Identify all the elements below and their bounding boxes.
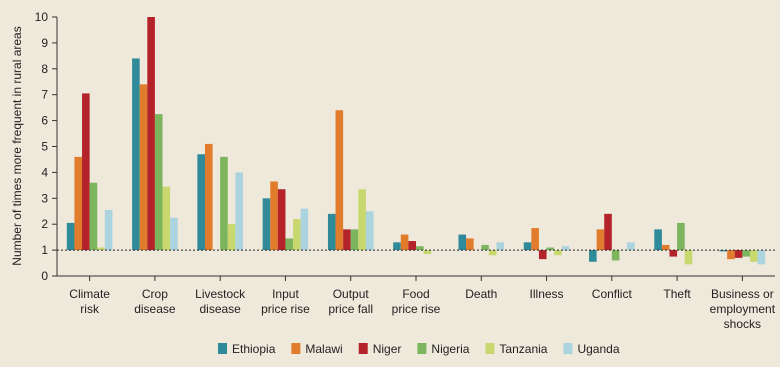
bar xyxy=(416,246,424,251)
bar xyxy=(393,242,401,251)
legend-label: Tanzania xyxy=(499,342,547,356)
bar xyxy=(742,250,750,257)
y-tick-label: 2 xyxy=(41,217,48,231)
bar xyxy=(627,242,635,251)
bar xyxy=(481,244,489,251)
bar xyxy=(293,219,301,251)
x-tick-label: Output price fall xyxy=(328,287,373,316)
bar xyxy=(561,246,570,251)
bar xyxy=(749,250,758,262)
bar xyxy=(97,247,105,251)
bar xyxy=(677,222,685,251)
y-tick-label: 6 xyxy=(41,114,48,128)
y-tick-label: 10 xyxy=(35,10,49,24)
bar xyxy=(343,229,351,251)
y-axis-label: Number of times more frequent in rural a… xyxy=(10,26,24,265)
bar xyxy=(554,250,562,256)
legend-swatch xyxy=(218,343,227,354)
bar xyxy=(220,156,228,251)
bar xyxy=(162,186,171,251)
bar xyxy=(170,217,178,251)
x-tick-label: Conflict xyxy=(592,287,633,301)
bar xyxy=(684,250,693,265)
legend-label: Uganda xyxy=(577,342,619,356)
legend-label: Malawi xyxy=(305,342,342,356)
bar xyxy=(531,228,539,251)
bar xyxy=(365,211,374,251)
bar xyxy=(523,242,532,251)
x-tick-label: Illness xyxy=(530,287,564,301)
bar xyxy=(262,198,271,251)
bar xyxy=(104,209,113,251)
legend-swatch xyxy=(485,343,495,354)
bar xyxy=(654,229,662,251)
legend-swatch xyxy=(417,343,427,354)
legend-swatch xyxy=(358,343,368,354)
bar xyxy=(235,172,243,251)
x-tick-label: Climate risk xyxy=(69,287,110,316)
bar xyxy=(66,222,75,251)
bar xyxy=(669,250,678,257)
bar xyxy=(496,242,505,251)
x-tick-label: Input price rise xyxy=(261,287,310,316)
y-tick-label: 4 xyxy=(41,165,48,179)
x-tick-label: Livestock disease xyxy=(195,287,246,316)
bar xyxy=(227,224,236,251)
bar xyxy=(350,229,359,251)
legend-swatch xyxy=(291,343,301,354)
y-tick-label: 5 xyxy=(41,140,48,154)
bar xyxy=(719,250,728,252)
bar xyxy=(488,250,497,256)
bar xyxy=(270,181,278,251)
bar xyxy=(661,244,670,251)
legend-label: Nigeria xyxy=(431,342,469,356)
bar xyxy=(204,143,213,251)
bar xyxy=(611,250,620,261)
bar xyxy=(300,208,309,251)
y-tick-label: 3 xyxy=(41,191,48,205)
bar xyxy=(147,17,155,251)
legend-swatch xyxy=(563,343,573,354)
bar xyxy=(423,250,432,254)
bar xyxy=(734,250,743,258)
y-tick-label: 9 xyxy=(41,36,48,50)
bar xyxy=(154,114,163,251)
bar xyxy=(358,189,366,251)
bar xyxy=(589,250,597,262)
y-tick-label: 1 xyxy=(41,243,48,257)
bar xyxy=(277,189,286,251)
y-tick-label: 7 xyxy=(41,88,48,102)
legend-label: Niger xyxy=(373,342,402,356)
x-tick-label: Crop disease xyxy=(134,287,176,316)
bar xyxy=(400,234,409,251)
x-tick-label: Theft xyxy=(663,287,691,301)
bar xyxy=(757,250,766,265)
bar xyxy=(546,247,555,251)
bar xyxy=(604,213,612,251)
bar xyxy=(727,250,735,260)
y-tick-label: 0 xyxy=(41,269,48,283)
bar xyxy=(538,250,547,260)
bar xyxy=(89,182,98,251)
bar xyxy=(197,154,205,251)
x-tick-label: Business or employment shocks xyxy=(710,287,776,331)
bar xyxy=(82,93,90,251)
bar xyxy=(335,110,344,251)
bar xyxy=(74,156,83,251)
bar xyxy=(132,58,140,251)
y-tick-label: 8 xyxy=(41,62,48,76)
bar xyxy=(139,84,148,251)
x-tick-label: Death xyxy=(465,287,497,301)
bar xyxy=(466,238,474,251)
bar xyxy=(327,213,336,251)
bar xyxy=(285,238,294,251)
x-tick-label: Food price rise xyxy=(392,287,441,316)
bar xyxy=(408,241,416,251)
legend-label: Ethiopia xyxy=(232,342,276,356)
bar xyxy=(458,234,467,251)
bar xyxy=(596,229,605,251)
